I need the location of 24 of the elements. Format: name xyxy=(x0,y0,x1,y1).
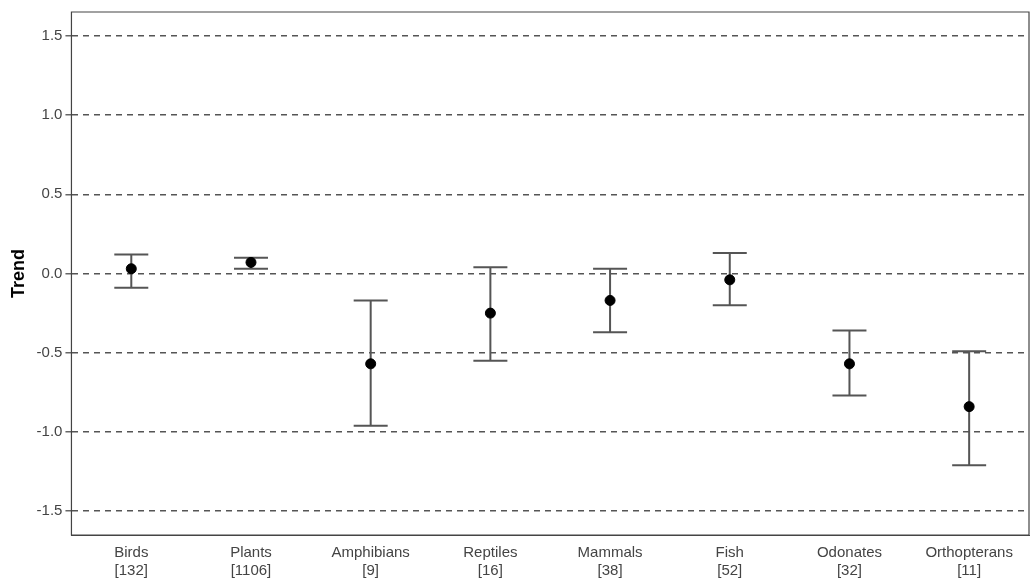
y-tick-label: 1.0 xyxy=(41,105,63,123)
x-tick-label: Reptiles [16] xyxy=(463,543,518,579)
point xyxy=(604,294,616,306)
y-tick-label: 0.0 xyxy=(41,263,63,281)
x-tick-label: Plants [1106] xyxy=(230,543,272,579)
y-tick-label: -0.5 xyxy=(36,342,63,360)
x-tick-label: Odonates [32] xyxy=(816,543,882,579)
point xyxy=(843,358,855,370)
point xyxy=(724,274,736,286)
y-tick-label: -1.5 xyxy=(36,501,63,519)
point xyxy=(245,256,257,268)
y-tick-label: -1.0 xyxy=(36,422,63,440)
y-tick-label: 0.5 xyxy=(41,184,63,202)
point xyxy=(963,401,975,413)
x-tick-label: Orthopterans [11] xyxy=(925,543,1013,579)
x-tick-label: Mammals [38] xyxy=(577,543,643,579)
y-axis-title: Trend xyxy=(7,248,28,299)
y-tick-label: 1.5 xyxy=(41,25,63,43)
point xyxy=(484,307,496,319)
x-tick-label: Amphibians [9] xyxy=(331,543,410,579)
x-tick-label: Fish [52] xyxy=(715,543,744,579)
x-tick-label: Birds [132] xyxy=(114,543,149,579)
point xyxy=(125,263,137,275)
point xyxy=(365,358,377,370)
